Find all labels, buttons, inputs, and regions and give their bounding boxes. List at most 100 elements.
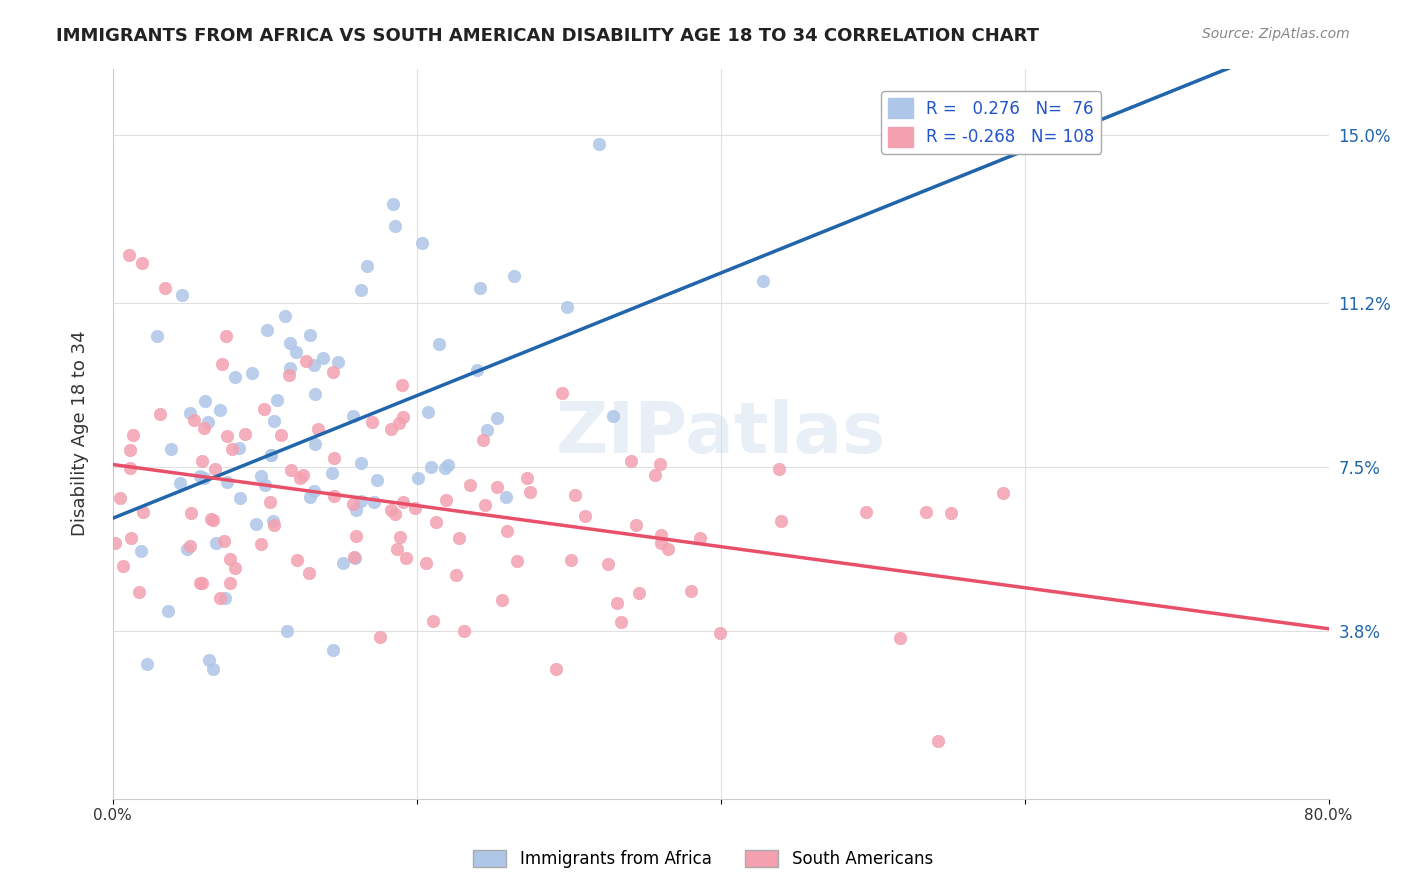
Point xyxy=(475,424,498,438)
Point xyxy=(465,363,488,377)
Point xyxy=(111,558,134,573)
Point xyxy=(564,488,586,502)
Point xyxy=(129,544,152,558)
Point xyxy=(128,584,150,599)
Point xyxy=(619,454,641,468)
Point xyxy=(217,475,239,489)
Point xyxy=(993,485,1015,500)
Point xyxy=(598,558,620,572)
Point xyxy=(342,409,364,424)
Point xyxy=(214,591,236,606)
Point xyxy=(266,392,288,407)
Point xyxy=(191,454,214,468)
Point xyxy=(368,631,391,645)
Point xyxy=(415,556,437,570)
Point xyxy=(169,475,191,490)
Point xyxy=(927,734,949,748)
Point xyxy=(202,662,225,676)
Point xyxy=(321,466,343,480)
Point xyxy=(194,394,217,409)
Point xyxy=(122,428,145,442)
Point xyxy=(628,585,651,599)
Point xyxy=(191,576,214,591)
Point xyxy=(179,539,201,553)
Point xyxy=(495,490,517,504)
Point xyxy=(292,468,315,483)
Point xyxy=(304,387,326,401)
Point xyxy=(349,494,371,508)
Point xyxy=(326,355,349,369)
Point xyxy=(574,509,596,524)
Point xyxy=(204,462,226,476)
Point xyxy=(145,329,167,343)
Point xyxy=(285,553,308,567)
Point xyxy=(889,632,911,646)
Point xyxy=(221,442,243,456)
Point xyxy=(486,411,509,425)
Point xyxy=(288,471,311,485)
Point xyxy=(278,336,301,351)
Point xyxy=(404,501,426,516)
Text: ZIPatlas: ZIPatlas xyxy=(555,399,886,468)
Point xyxy=(436,458,458,472)
Point xyxy=(344,529,367,543)
Point xyxy=(391,378,413,392)
Point xyxy=(384,219,406,234)
Point xyxy=(274,310,297,324)
Point xyxy=(197,415,219,429)
Legend: R =   0.276   N=  76, R = -0.268   N= 108: R = 0.276 N= 76, R = -0.268 N= 108 xyxy=(882,92,1101,153)
Point xyxy=(260,448,283,462)
Point xyxy=(422,615,444,629)
Point xyxy=(342,549,364,564)
Point xyxy=(468,280,491,294)
Point xyxy=(260,448,283,462)
Point xyxy=(342,497,364,511)
Point xyxy=(681,583,703,598)
Legend: Immigrants from Africa, South Americans: Immigrants from Africa, South Americans xyxy=(467,843,939,875)
Point xyxy=(502,268,524,283)
Point xyxy=(560,553,582,567)
Point xyxy=(270,428,292,442)
Point xyxy=(131,505,153,519)
Point xyxy=(120,532,142,546)
Point xyxy=(202,513,225,527)
Point xyxy=(299,327,322,342)
Point xyxy=(322,643,344,657)
Point xyxy=(344,503,367,517)
Point xyxy=(233,427,256,442)
Point xyxy=(215,329,238,343)
Point xyxy=(250,468,273,483)
Point xyxy=(200,512,222,526)
Point xyxy=(546,662,568,676)
Point xyxy=(153,280,176,294)
Point xyxy=(190,469,212,483)
Point xyxy=(434,493,457,508)
Point xyxy=(519,484,541,499)
Point xyxy=(278,368,301,383)
Point xyxy=(298,491,321,505)
Point xyxy=(657,542,679,557)
Point xyxy=(298,566,321,581)
Point xyxy=(259,495,281,509)
Point xyxy=(280,360,302,375)
Point xyxy=(332,556,354,570)
Point xyxy=(312,351,335,366)
Point xyxy=(427,336,450,351)
Point xyxy=(160,442,183,456)
Point xyxy=(343,551,366,566)
Point xyxy=(180,506,202,520)
Point xyxy=(768,462,790,476)
Point xyxy=(104,535,127,549)
Point xyxy=(193,420,215,434)
Point xyxy=(606,596,628,610)
Point xyxy=(505,553,527,567)
Point xyxy=(447,531,470,545)
Text: IMMIGRANTS FROM AFRICA VS SOUTH AMERICAN DISABILITY AGE 18 TO 34 CORRELATION CHA: IMMIGRANTS FROM AFRICA VS SOUTH AMERICAN… xyxy=(56,27,1039,45)
Point xyxy=(118,248,141,262)
Point xyxy=(188,576,211,591)
Point xyxy=(486,480,509,494)
Point xyxy=(211,357,233,371)
Point xyxy=(176,541,198,556)
Point xyxy=(322,365,344,379)
Point xyxy=(709,626,731,640)
